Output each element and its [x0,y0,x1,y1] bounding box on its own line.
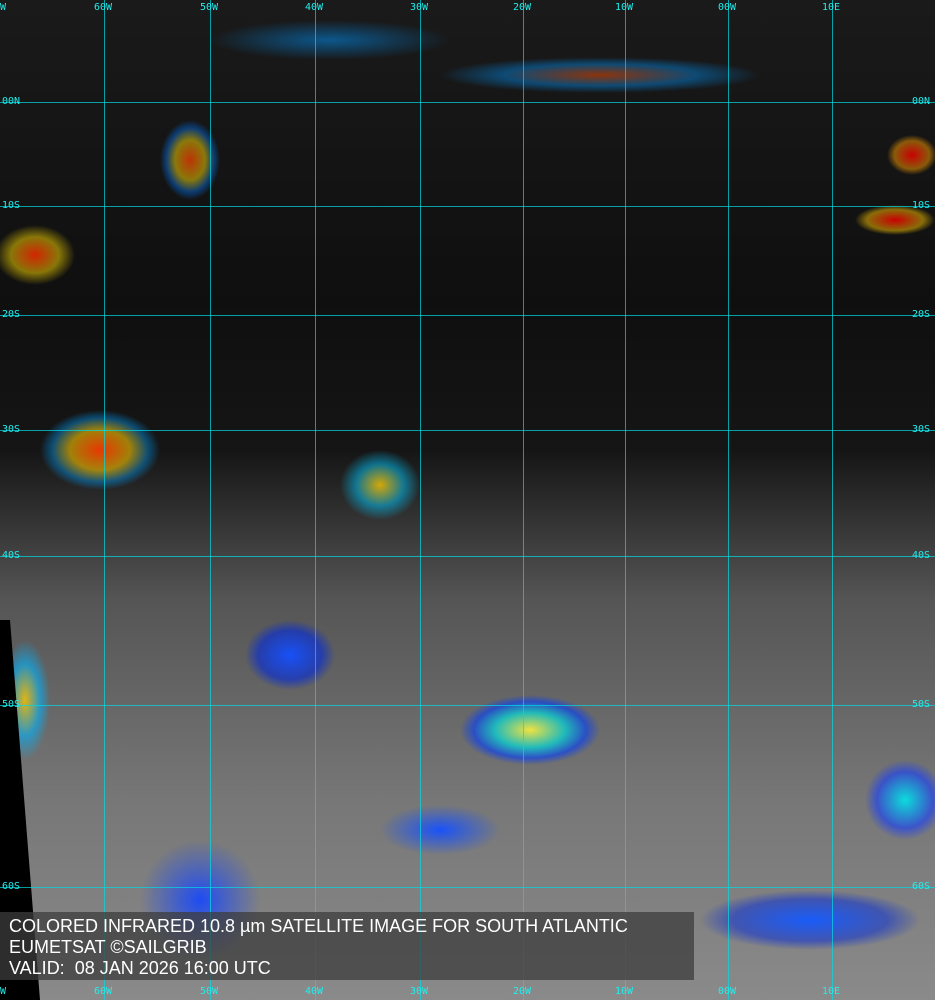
longitude-label-top: 10E [822,2,841,13]
longitude-label-top: 50W [200,2,219,13]
meridian-line [104,0,105,1000]
longitude-label-top: 60W [94,2,113,13]
latitude-label-left: 40S [2,550,21,561]
parallel-line [0,315,935,316]
latitude-label-right: 20S [912,309,931,320]
latitude-label-right: 50S [912,699,931,710]
caption-title: COLORED INFRARED 10.8 µm SATELLITE IMAGE… [9,916,628,936]
longitude-label-bottom: 50W [200,986,219,997]
longitude-label-bottom: 20W [513,986,532,997]
longitude-label-bottom: 10E [822,986,841,997]
longitude-label-top: 10W [615,2,634,13]
longitude-label-top: 40W [305,2,324,13]
longitude-label-top: W [0,2,7,13]
parallel-line [0,887,935,888]
longitude-label-top: 20W [513,2,532,13]
latitude-label-right: 40S [912,550,931,561]
latitude-label-left: 50S [2,699,21,710]
parallel-line [0,705,935,706]
longitude-label-top: 00W [718,2,737,13]
latitude-label-right: 60S [912,881,931,892]
meridian-line [728,0,729,1000]
longitude-label-bottom: 40W [305,986,324,997]
latitude-label-right: 10S [912,200,931,211]
meridian-line [625,0,626,1000]
parallel-line [0,556,935,557]
caption-credit: EUMETSAT ©SAILGRIB [9,937,207,957]
latitude-label-left: 00N [2,96,21,107]
latitude-label-right: 30S [912,424,931,435]
meridian-line [523,0,524,1000]
caption-valid-time: VALID: 08 JAN 2026 16:00 UTC [9,958,271,978]
latitude-label-left: 30S [2,424,21,435]
longitude-label-bottom: 60W [94,986,113,997]
longitude-label-bottom: 00W [718,986,737,997]
image-caption: COLORED INFRARED 10.8 µm SATELLITE IMAGE… [0,912,694,980]
longitude-label-bottom: 30W [410,986,429,997]
parallel-line [0,102,935,103]
longitude-label-top: 30W [410,2,429,13]
longitude-label-bottom: 10W [615,986,634,997]
meridian-line [210,0,211,1000]
latitude-label-right: 00N [912,96,931,107]
latitude-label-left: 20S [2,309,21,320]
parallel-line [0,430,935,431]
latitude-label-left: 60S [2,881,21,892]
longitude-label-bottom: W [0,986,7,997]
meridian-line [832,0,833,1000]
meridian-line [315,0,316,1000]
parallel-line [0,206,935,207]
meridian-line [420,0,421,1000]
latitude-label-left: 10S [2,200,21,211]
